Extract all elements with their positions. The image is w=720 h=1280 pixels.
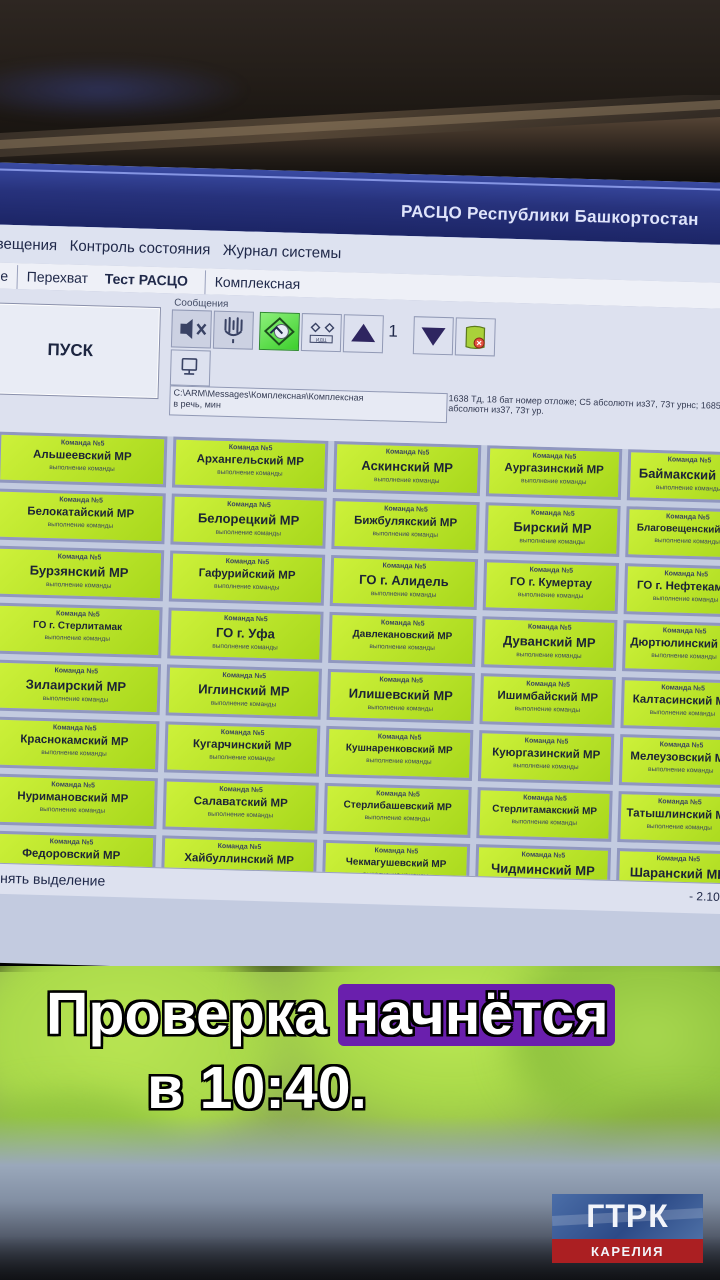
svg-text:ИДЦ: ИДЦ (316, 337, 327, 343)
